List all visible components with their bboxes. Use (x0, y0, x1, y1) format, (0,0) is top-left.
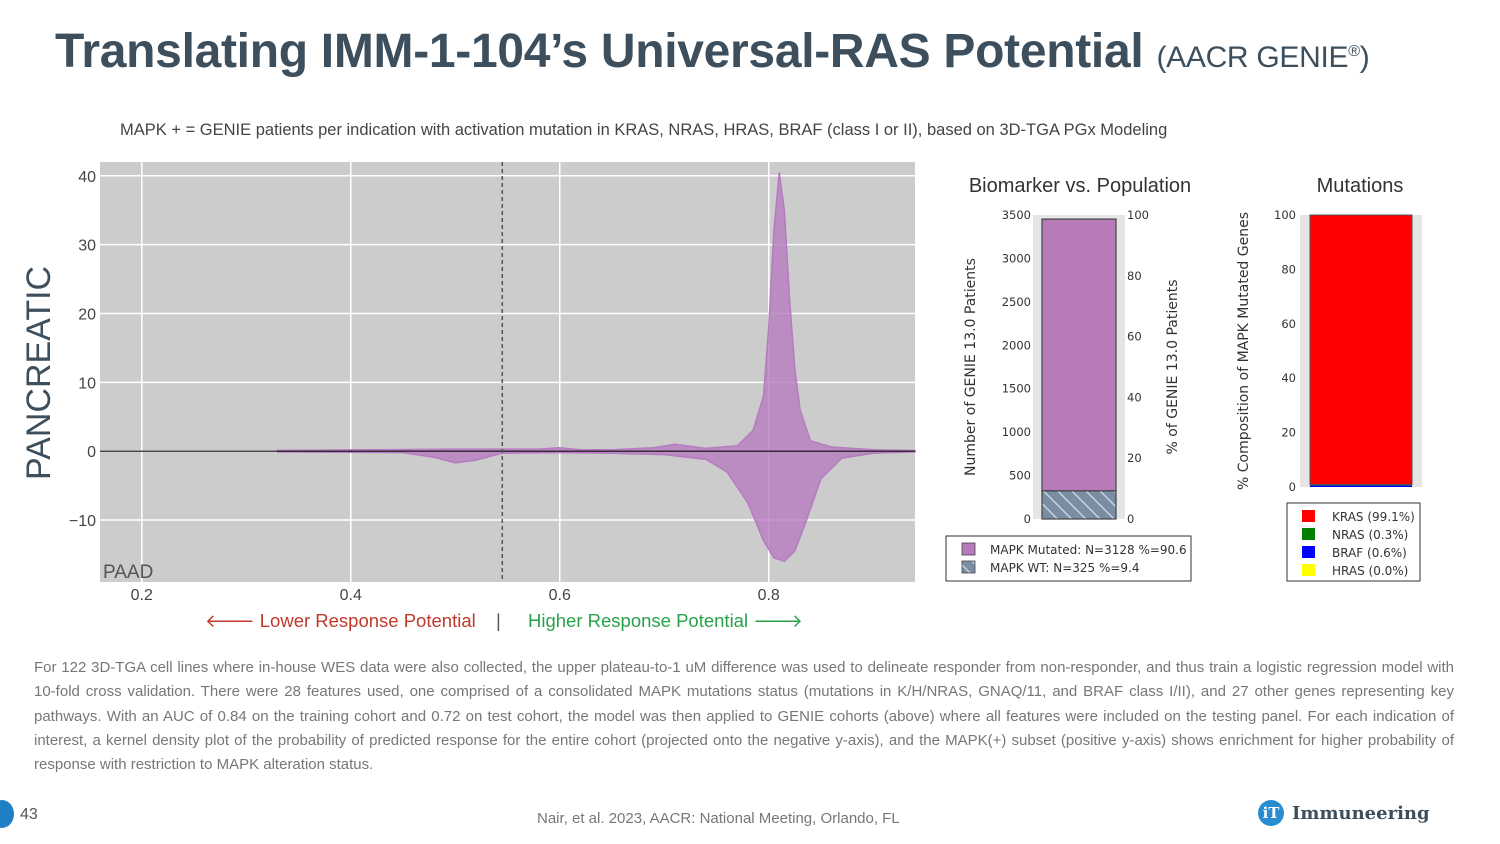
mutation-bar-braf (1310, 485, 1412, 487)
page-number: 43 (20, 806, 38, 823)
y-tick-label: 2000 (1002, 338, 1031, 352)
y-tick-label: 1000 (1002, 425, 1031, 439)
y-tick-label: 80 (1281, 262, 1296, 276)
y-tick-label: 100 (1274, 208, 1296, 222)
y-right-axis-label: % of GENIE 13.0 Patients (1165, 280, 1181, 455)
citation: Nair, et al. 2023, AACR: National Meetin… (537, 810, 900, 827)
legend-entry: MAPK WT: N=325 %=9.4 (990, 561, 1140, 575)
y-tick-label: 10 (78, 375, 96, 392)
x-tick-label: 0.2 (131, 587, 153, 604)
logo-mark-icon: iT (1258, 800, 1284, 826)
page-accent-dot (0, 800, 14, 828)
registered-mark: ® (1348, 43, 1360, 60)
legend-swatch (961, 542, 976, 556)
y-right-tick-label: 40 (1127, 390, 1142, 404)
legend-swatch (1302, 564, 1315, 576)
y-tick-label: 1500 (1002, 382, 1031, 396)
y-tick-label: −10 (69, 513, 96, 530)
methods-description: For 122 3D-TGA cell lines where in-house… (34, 659, 1454, 774)
y-right-tick-label: 20 (1127, 451, 1142, 465)
y-tick-label: 3500 (1002, 208, 1031, 222)
y-tick-label: 2500 (1002, 295, 1031, 309)
biomarker-legend (945, 535, 1192, 582)
y-tick-label: 20 (1281, 426, 1296, 440)
lower-response-label: 🡐 Lower Response Potential (205, 610, 476, 631)
legend-entry: HRAS (0.0%) (1332, 564, 1408, 578)
y-tick-label: 500 (1009, 469, 1031, 483)
mutations-chart-title: Mutations (1317, 175, 1404, 197)
legend-entry: KRAS (99.1%) (1332, 510, 1415, 524)
biomarker-chart-title: Biomarker vs. Population (969, 175, 1191, 197)
mapk-mutated-bar (1041, 218, 1117, 492)
y-right-tick-label: 0 (1127, 512, 1134, 526)
higher-response-label: Higher Response Potential 🡒 (528, 610, 803, 631)
slide-subtitle: MAPK + = GENIE patients per indication w… (120, 121, 1168, 139)
x-tick-label: 0.6 (549, 587, 571, 604)
y-tick-label: 0 (87, 444, 96, 461)
panel-label: PAAD (103, 562, 153, 583)
mutation-bar-kras (1309, 214, 1413, 486)
y-right-tick-label: 80 (1127, 269, 1142, 283)
y-tick-label: 20 (78, 306, 96, 323)
y-tick-label: 60 (1281, 317, 1296, 331)
y-tick-label: 40 (1281, 371, 1296, 385)
x-tick-label: 0.4 (340, 587, 362, 604)
immuneering-logo: iT Immuneering (1258, 800, 1430, 826)
legend-entry: BRAF (0.6%) (1332, 546, 1407, 560)
response-divider: | (496, 610, 501, 631)
y-tick-label: 0 (1024, 512, 1031, 526)
y-axis-label: Number of GENIE 13.0 Patients (963, 258, 979, 476)
title-sub: (AACR GENIE®) (1156, 41, 1370, 74)
mapk-wt-bar (1041, 490, 1117, 520)
legend-entry: MAPK Mutated: N=3128 %=90.6 (990, 543, 1187, 557)
legend-swatch (961, 560, 976, 574)
y-tick-label: 3000 (1002, 251, 1031, 265)
y-tick-label: 0 (1289, 480, 1296, 494)
legend-swatch (1302, 528, 1315, 540)
entire-cohort-density (276, 450, 916, 563)
y-right-tick-label: 100 (1127, 208, 1149, 222)
title-main: Translating IMM-1-104’s Universal-RAS Po… (55, 25, 1144, 78)
legend-swatch (1302, 546, 1315, 558)
x-tick-label: 0.8 (758, 587, 780, 604)
legend-swatch (1302, 510, 1315, 522)
y-axis-label: % Composition of MAPK Mutated Genes (1236, 212, 1252, 490)
y-tick-label: 30 (78, 238, 96, 255)
slide-title: Translating IMM-1-104’s Universal-RAS Po… (55, 24, 1370, 79)
logo-name: Immuneering (1292, 802, 1430, 824)
y-tick-label: 40 (78, 169, 96, 186)
mapk-positive-density (276, 172, 916, 452)
y-right-tick-label: 60 (1127, 330, 1142, 344)
legend-entry: NRAS (0.3%) (1332, 528, 1408, 542)
